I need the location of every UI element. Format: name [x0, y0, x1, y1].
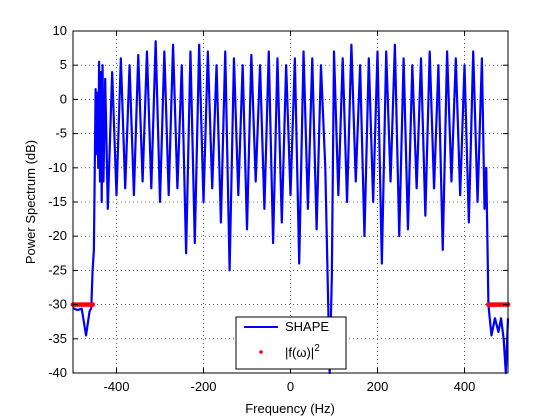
legend-label-f-omega-superscript: 2: [314, 343, 320, 354]
x-tick-label: -200: [190, 379, 216, 394]
y-tick-label: -10: [48, 160, 67, 175]
y-tick-label: -20: [48, 228, 67, 243]
y-tick-label: -5: [55, 126, 67, 141]
x-tick-label: 400: [454, 379, 476, 394]
y-tick-label: -40: [48, 365, 67, 380]
y-tick-label: 10: [53, 23, 67, 38]
series-layer: [70, 40, 511, 375]
y-axis-label: Power Spectrum (dB): [23, 140, 38, 264]
legend-label-shape: SHAPE: [285, 319, 329, 334]
y-tick-label: -35: [48, 331, 67, 346]
y-tick-label: -25: [48, 262, 67, 277]
y-tick-label: 0: [60, 91, 67, 106]
y-tick-label: -30: [48, 297, 67, 312]
y-tick-label: 5: [60, 57, 67, 72]
tick-marks: [73, 30, 508, 374]
f-omega-point: [90, 302, 95, 307]
y-tick-label: -15: [48, 194, 67, 209]
x-tick-label: 200: [367, 379, 389, 394]
legend-marker-sample: [259, 350, 263, 354]
x-axis-label: Frequency (Hz): [245, 401, 335, 416]
legend-label-f-omega: |f(ω)|2: [285, 343, 320, 360]
legend-box: [235, 316, 347, 370]
legend-label-f-omega-base: |f(ω)|: [285, 345, 314, 360]
x-tick-label: -400: [103, 379, 129, 394]
legend: SHAPE |f(ω)|2: [235, 316, 347, 370]
tick-labels: -400 -200 0 200 400 10 5 0 -5 -10 -15 -20 -25 -30 -35 -…: [48, 23, 475, 394]
x-tick-label: 0: [287, 379, 294, 394]
series-line-shape: [72, 40, 510, 375]
